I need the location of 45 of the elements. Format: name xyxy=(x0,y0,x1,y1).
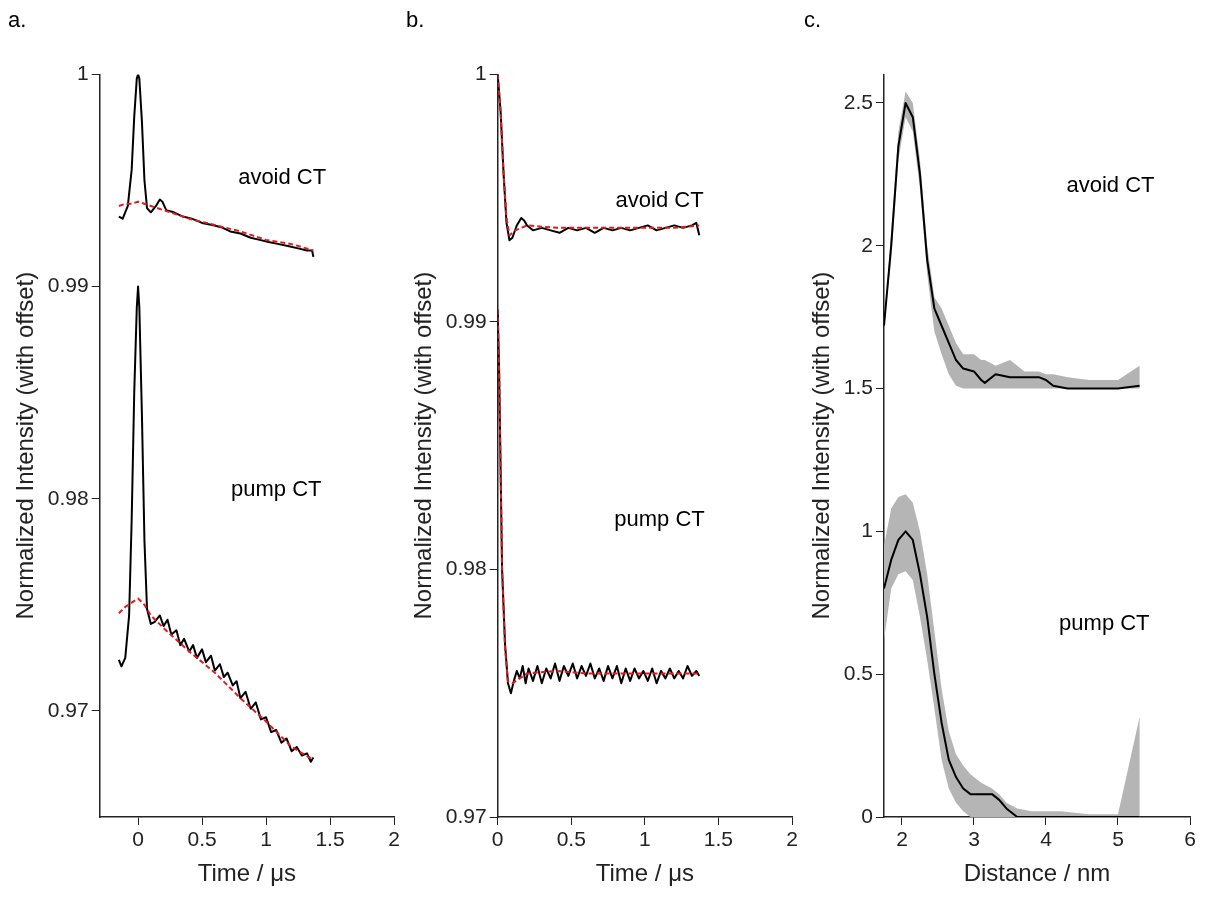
x-tick-label: 6 xyxy=(1184,827,1196,851)
chart-title: c. xyxy=(804,7,822,33)
y-tick-label: 0 xyxy=(861,803,873,827)
y-axis-title: Normalized Intensity (with offset) xyxy=(807,271,835,620)
x-tick-label: 3 xyxy=(968,827,980,851)
x-axis-title: Time / μs xyxy=(197,859,296,887)
annotation: pump CT xyxy=(231,476,322,502)
x-tick-label: 1.5 xyxy=(315,827,345,851)
y-tick-label: 2.5 xyxy=(843,89,873,113)
y-tick-label: 0.5 xyxy=(843,660,873,684)
y-tick-label: 0.97 xyxy=(47,697,89,721)
y-tick-label: 1 xyxy=(76,61,89,85)
x-tick-label: 0.5 xyxy=(187,827,217,851)
x-tick-label: 1.5 xyxy=(703,827,734,851)
y-tick-label: 0.97 xyxy=(445,803,487,827)
y-tick-label: 0.99 xyxy=(47,273,89,297)
y-tick-label: 1 xyxy=(474,61,487,85)
y-tick-label: 0.98 xyxy=(445,556,487,580)
x-tick-label: 1 xyxy=(260,827,272,851)
x-tick-label: 0.5 xyxy=(556,827,586,851)
y-tick-label: 2 xyxy=(861,232,873,256)
chart-title: b. xyxy=(406,7,425,33)
x-tick-label: 0 xyxy=(491,827,504,851)
x-tick-label: 2 xyxy=(786,827,798,851)
x-tick-label: 2 xyxy=(896,827,908,851)
y-axis-title: Normalized Intensity (with offset) xyxy=(11,271,39,620)
x-axis-title: Time / μs xyxy=(595,859,694,887)
y-tick-label: 1.5 xyxy=(843,375,873,399)
line-series xyxy=(117,200,315,252)
y-axis-title: Normalized Intensity (with offset) xyxy=(409,271,437,620)
annotation: pump CT xyxy=(614,506,705,532)
annotation: avoid CT xyxy=(1066,171,1155,197)
x-tick-label: 4 xyxy=(1040,827,1053,851)
x-tick-label: 1 xyxy=(638,827,651,851)
annotation: avoid CT xyxy=(238,164,327,190)
annotation: avoid CT xyxy=(615,186,704,212)
x-tick-label: 2 xyxy=(388,827,400,851)
x-axis-title: Distance / nm xyxy=(963,859,1111,887)
x-tick-label: 0 xyxy=(132,827,144,851)
y-tick-label: 0.98 xyxy=(47,485,89,509)
y-tick-label: 1 xyxy=(861,518,873,542)
annotation: pump CT xyxy=(1059,609,1150,635)
y-tick-label: 0.99 xyxy=(445,308,487,332)
chart-title: a. xyxy=(8,7,27,33)
x-tick-label: 5 xyxy=(1112,827,1124,851)
